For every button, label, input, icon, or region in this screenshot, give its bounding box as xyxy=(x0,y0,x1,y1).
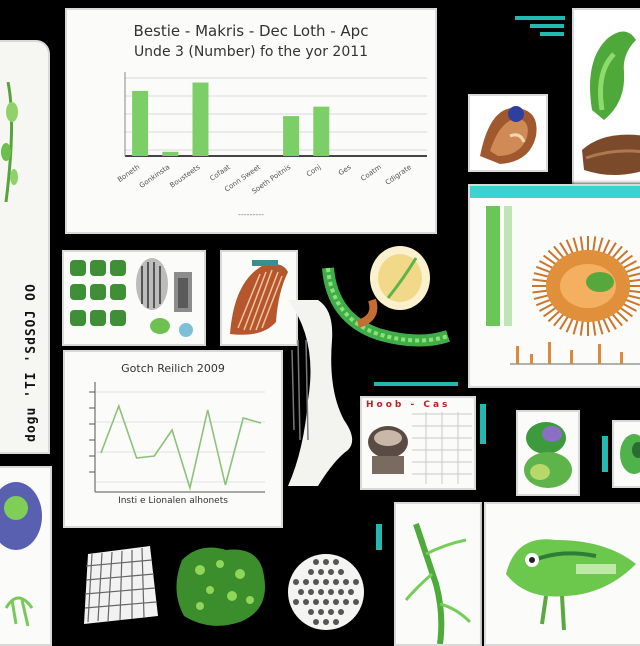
green-organ-panel xyxy=(516,410,580,496)
spreadsheet-header: Hoob - Cas xyxy=(366,400,451,410)
pollen-dot xyxy=(323,599,329,605)
bar-chart-panel: Bestie - Makris - Dec Loth - Apc Unde 3 … xyxy=(65,8,437,234)
pollen-dot xyxy=(303,599,309,605)
pollen-dot xyxy=(343,579,349,585)
pollen-dot xyxy=(323,559,329,565)
bar xyxy=(132,90,149,156)
pollen-dot xyxy=(318,569,324,575)
pollen-dot xyxy=(313,619,319,625)
pollen-dot xyxy=(328,609,334,615)
pollen-dot xyxy=(328,569,334,575)
spreadsheet-grid xyxy=(368,412,472,484)
pollen-dot xyxy=(333,619,339,625)
line-chart-gridlines xyxy=(95,391,265,483)
green-creature-panel xyxy=(572,8,640,188)
cell-illustration xyxy=(0,482,42,627)
pollen-dot xyxy=(338,569,344,575)
pollen-dot xyxy=(318,589,324,595)
teal-tag xyxy=(515,16,565,20)
pollen-dot xyxy=(308,589,314,595)
left-strip-text: dogu 'TI 'SdSOJ OO xyxy=(24,283,39,442)
pollen-dot xyxy=(298,589,304,595)
pollen-dot xyxy=(323,619,329,625)
leaf-sprig-illustration xyxy=(1,82,18,202)
bar-tick-label: Boneth xyxy=(116,163,141,184)
bar xyxy=(313,106,330,156)
green-creature-illustration xyxy=(574,10,640,186)
pollen-dot xyxy=(328,589,334,595)
line-chart-title: Gotch Reilich 2009 xyxy=(121,362,225,375)
bar xyxy=(283,116,300,156)
spreadsheet-panel: Hoob - Cas xyxy=(360,396,476,490)
bar-chart-title: Bestie - Makris - Dec Loth - Apc xyxy=(133,22,369,40)
pollen-dot xyxy=(313,579,319,585)
pollen-dot xyxy=(333,579,339,585)
pollen-dot xyxy=(313,559,319,565)
line-chart-svg xyxy=(89,382,265,493)
green-cells-illustration xyxy=(70,258,193,337)
bar-tick-label: Bousteets xyxy=(168,163,201,190)
bar-chart-gridlines xyxy=(125,77,427,151)
pollen-dot xyxy=(313,599,319,605)
specimen-grid-panel xyxy=(62,250,206,346)
green-organ-illustration-small xyxy=(620,434,640,474)
green-organ-panel-small xyxy=(612,420,640,488)
radial-organism-panel xyxy=(468,184,640,388)
bar-chart-xlabel: --------- xyxy=(238,210,264,219)
bar xyxy=(192,82,209,156)
bar-tick-label: Conj xyxy=(305,163,322,179)
bone-illustration xyxy=(288,300,353,486)
pollen-dot xyxy=(323,579,329,585)
panel-cyan-header xyxy=(470,186,640,198)
pollen-dot xyxy=(338,609,344,615)
pollen-dot xyxy=(353,579,359,585)
pollen-dot xyxy=(333,599,339,605)
pollen-grain-illustration xyxy=(288,554,364,630)
line-chart-y-ticks xyxy=(89,391,95,473)
green-organ-illustration xyxy=(524,422,572,488)
bar-tick-label: Gonkinsta xyxy=(138,163,171,190)
radial-organism-illustration xyxy=(486,206,640,365)
pollen-dot xyxy=(353,599,359,605)
green-fish-panel xyxy=(484,502,640,646)
teal-tag xyxy=(540,32,564,36)
bar-tick-label: Coatm xyxy=(359,163,383,183)
bar xyxy=(162,151,179,156)
pollen-dot xyxy=(308,569,314,575)
teal-tag xyxy=(376,524,382,550)
bar-chart-subtitle: Unde 3 (Number) fo the yor 2011 xyxy=(133,44,369,60)
left-strip-panel: dogu 'TI 'SdSOJ OO xyxy=(0,40,50,454)
organ-illustration xyxy=(470,96,546,170)
teal-tag xyxy=(602,436,608,472)
teal-tag xyxy=(374,382,458,386)
line-chart-xlabel: Insti e Lionalen alhonets xyxy=(118,496,228,506)
bar-tick-label: Ges xyxy=(337,163,353,177)
pollen-dot xyxy=(308,609,314,615)
pollen-dot xyxy=(343,599,349,605)
pollen-dot xyxy=(293,599,299,605)
bar-tick-label: Cofaat xyxy=(208,163,232,183)
bar-tick-label: Cdigrate xyxy=(384,163,413,187)
cell-illustration-panel xyxy=(0,466,52,646)
teal-tag xyxy=(480,404,486,444)
root-illustration-panel xyxy=(394,502,482,646)
pollen-dot xyxy=(318,609,324,615)
muscle-illustration xyxy=(230,260,288,335)
teal-tag xyxy=(530,24,564,28)
pollen-dot xyxy=(348,589,354,595)
organ-illustration-panel xyxy=(468,94,548,172)
muscle-illustration-panel xyxy=(220,250,298,346)
root-illustration xyxy=(404,523,472,644)
green-coral-illustration xyxy=(176,547,265,626)
pollen-dot xyxy=(293,579,299,585)
line-chart-panel: Gotch Reilich 2009 Insti e Lionalen alho… xyxy=(63,350,283,528)
line-series xyxy=(100,403,262,492)
green-fish-illustration xyxy=(506,539,636,631)
pollen-dot xyxy=(333,559,339,565)
plant-cross-section-illustration xyxy=(322,246,450,347)
pollen-dot xyxy=(303,579,309,585)
pollen-dot xyxy=(338,589,344,595)
mesh-texture-illustration xyxy=(84,546,158,624)
